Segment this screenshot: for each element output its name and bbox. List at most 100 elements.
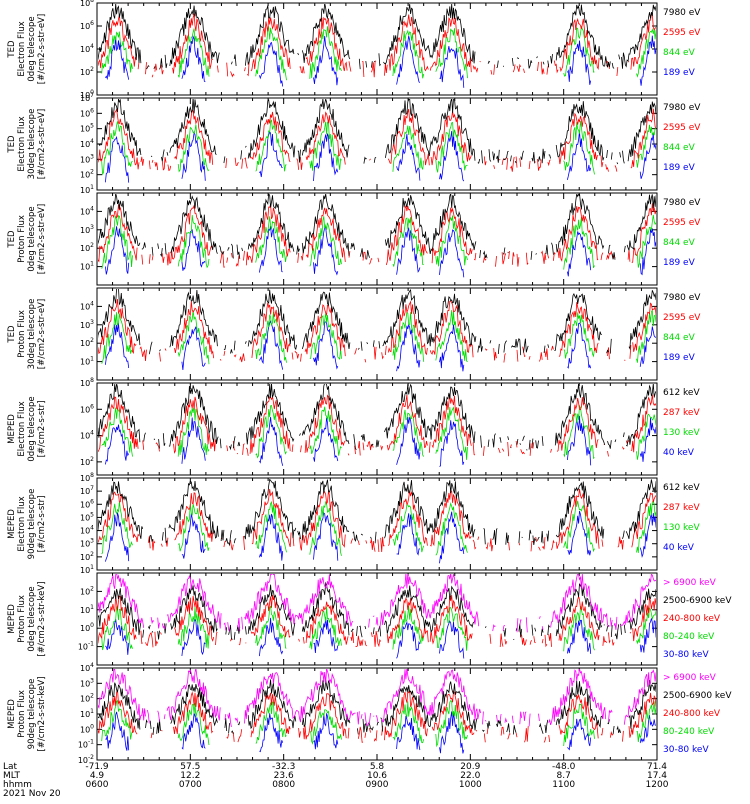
x-tick-mlt: 23.6 xyxy=(274,771,294,781)
y-tick-label: 101 xyxy=(80,356,94,367)
y-tick-label: 103 xyxy=(80,153,94,164)
legend-entry: 80-240 keV xyxy=(663,632,715,642)
legend-entry: 2595 eV xyxy=(663,313,701,323)
y-axis-label-line: 90deg telescope xyxy=(27,679,37,750)
series-trace-612-kev xyxy=(98,479,656,547)
y-tick-label: 106 xyxy=(80,498,94,509)
y-tick-label: 105 xyxy=(80,123,94,134)
legend-entry: 30-80 keV xyxy=(663,745,709,755)
series-trace-844-ev xyxy=(101,214,656,270)
series-trace--6900-kev xyxy=(98,669,656,727)
panel-1: 100 102 104 106 108 TED Electron Flux 0deg tele… xyxy=(7,0,701,100)
y-tick-label: 104 xyxy=(80,205,94,216)
y-axis-label: TED Electron Flux 30deg telescope [#/cm2-s-… xyxy=(7,109,47,180)
y-tick-label: 108 xyxy=(80,472,94,483)
legend-entry: > 6900 keV xyxy=(663,673,717,683)
panel-traces xyxy=(98,289,656,372)
y-tick-label: 103 xyxy=(80,677,94,688)
y-tick-label: 104 xyxy=(80,662,94,673)
panel-traces xyxy=(98,479,656,564)
y-tick-label: 102 xyxy=(80,169,94,180)
series-trace-30-80-kev xyxy=(105,711,656,754)
panel-frame xyxy=(96,287,658,381)
y-axis-label-line: MEPED xyxy=(7,414,17,444)
y-axis-label-line: 0deg telescope xyxy=(27,396,37,461)
y-tick-label: 101 xyxy=(80,708,94,719)
legend-entry: 40 keV xyxy=(663,448,695,458)
y-axis-label-line: Electron Flux xyxy=(17,116,27,171)
y-axis-label: TED Electron Flux 0deg telescope [#/cm2-s-s… xyxy=(7,14,47,84)
y-axis-label: MEPED Electron Flux 0deg telescope [#/cm2-s… xyxy=(7,396,47,461)
x-tick-hhmm: 0800 xyxy=(272,780,295,790)
y-axis-label-line: 30deg telescope xyxy=(27,299,37,370)
y-axis-label-line: [#/cm2-s-str-eV] xyxy=(37,204,47,274)
y-axis-label: TED Proton Flux 0deg telescope [#/cm2-s-str… xyxy=(7,204,47,274)
legend-entry: 7980 eV xyxy=(663,8,701,18)
legend-entry: 30-80 keV xyxy=(663,650,709,660)
panel-frame xyxy=(96,382,658,476)
y-axis-label: TED Proton Flux 30deg telescope [#/cm2-s-st… xyxy=(7,299,47,370)
series-trace-2500-6900-kev xyxy=(98,581,656,640)
x-tick-hhmm: 1100 xyxy=(552,780,575,790)
panel-traces xyxy=(98,99,656,183)
series-trace-7980-ev xyxy=(98,194,656,260)
y-axis-label-line: 30deg telescope xyxy=(27,109,37,180)
y-axis-label-line: Electron Flux xyxy=(17,21,27,76)
y-axis-label-line: [#/cm2-s-str-eV] xyxy=(37,109,47,179)
y-tick-label: 104 xyxy=(80,43,94,54)
x-date-label: 2021 Nov 20 xyxy=(3,789,61,799)
x-tick-mlt: 17.4 xyxy=(647,771,667,781)
legend-entry: 240-800 keV xyxy=(663,709,721,719)
x-tick-hhmm: 1000 xyxy=(459,780,482,790)
y-tick-label: 103 xyxy=(80,538,94,549)
y-tick-label: 106 xyxy=(80,403,94,414)
panel-6: 101 102 103 104 105 106 107 108 MEPED Electron Fl… xyxy=(7,472,700,575)
legend-entry: 2500-6900 keV xyxy=(663,691,732,701)
legend-entry: 7980 eV xyxy=(663,293,701,303)
y-tick-label: 102 xyxy=(80,551,94,562)
x-tick-lat: -48.0 xyxy=(552,762,576,772)
x-tick-lat: 5.8 xyxy=(370,762,385,772)
y-axis-label-line: 90deg telescope xyxy=(27,489,37,560)
panel-7: 10-1 100 101 102 MEPED Proton Flux 0deg telesc… xyxy=(7,572,732,666)
legend-entry: 130 keV xyxy=(663,428,700,438)
y-tick-label: 10-2 xyxy=(78,754,94,765)
y-axis-label-line: MEPED xyxy=(7,699,17,729)
y-tick-label: 101 xyxy=(80,184,94,195)
y-axis-label-line: Proton Flux xyxy=(17,690,27,738)
y-axis-label-line: Electron Flux xyxy=(17,496,27,551)
y-tick-label: 101 xyxy=(80,261,94,272)
y-axis-label-line: TED xyxy=(7,325,17,344)
series-trace-189-ev xyxy=(105,226,656,278)
series-trace-844-ev xyxy=(101,119,656,176)
y-axis-label-line: TED xyxy=(7,230,17,249)
y-tick-label: 104 xyxy=(80,138,94,149)
y-axis-label-line: [#/cm2-s-str-keV] xyxy=(37,677,47,752)
y-tick-label: 107 xyxy=(80,485,94,496)
y-axis-label-line: [#/cm2-s-str-eV] xyxy=(37,299,47,369)
y-axis-label-line: [#/cm2-s-str] xyxy=(37,401,47,458)
x-tick-hhmm: 0700 xyxy=(179,780,202,790)
legend-entry: 844 eV xyxy=(663,143,696,153)
series-trace-40-kev xyxy=(105,415,656,467)
y-axis-label-line: Proton Flux xyxy=(17,215,27,263)
series-trace--6900-kev xyxy=(98,574,656,633)
y-axis-label: MEPED Proton Flux 0deg telescope [#/cm2-s-s… xyxy=(7,582,47,657)
legend-entry: 287 keV xyxy=(663,408,700,418)
y-tick-label: 108 xyxy=(80,377,94,388)
x-tick-lat: -71.9 xyxy=(85,762,109,772)
legend-entry: 130 keV xyxy=(663,523,700,533)
x-tick-lat: 20.9 xyxy=(460,762,480,772)
y-axis-label-line: MEPED xyxy=(7,604,17,634)
panel-frame xyxy=(96,477,658,571)
panel-5: 102 104 106 108 MEPED Electron Flux 0deg teles… xyxy=(7,377,700,476)
x-tick-hhmm: 1200 xyxy=(646,780,669,790)
panel-traces xyxy=(98,574,656,659)
legend-entry: > 6900 keV xyxy=(663,578,717,588)
series-trace-2595-ev xyxy=(98,298,656,363)
legend-entry: 612 keV xyxy=(663,388,700,398)
x-tick-lat: 71.4 xyxy=(647,762,667,772)
series-trace-80-240-kev xyxy=(101,699,656,748)
y-tick-label: 100 xyxy=(80,89,94,100)
y-tick-label: 100 xyxy=(80,622,94,633)
